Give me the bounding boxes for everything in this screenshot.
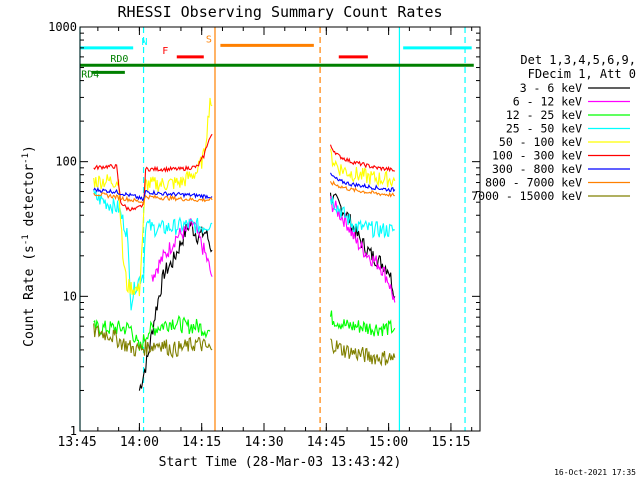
x-tick-label-3: 14:30 [244,435,283,450]
x-tick-label-6: 15:15 [431,435,470,450]
series-lines [93,97,396,391]
plot-frame [79,26,481,432]
flag-label-n: N [141,37,147,48]
series-line-6 [93,172,396,202]
legend-label-1: 6 - 12 keV [513,95,582,109]
legend-label-8: 7000 - 15000 keV [471,189,582,203]
series-line-2 [93,310,396,351]
series-line-8 [93,323,396,367]
legend-title-line1: Det 1,3,4,5,6,9, [520,53,636,67]
x-tick-label-2: 14:15 [182,435,221,450]
flag-label-f: F [162,46,168,57]
y-axis-label-end: ) [22,145,37,153]
flag-label-rd4: RD4 [81,69,99,80]
axes: 1 10 100 1000 13:45 14:00 14:15 14:30 14:45 15:00… [48,20,481,450]
y-axis-label-mid: detector [22,164,37,235]
x-tick-label-4: 14:45 [307,435,346,450]
legend-label-2: 12 - 25 keV [506,108,582,122]
legend-label-0: 3 - 6 keV [520,81,582,95]
flag-bars: N F S RD0 RD4 [80,34,474,80]
y-tick-label-2: 100 [55,155,77,169]
legend-label-7: 800 - 7000 keV [485,176,582,190]
series-line-7 [93,180,395,206]
series-line-3 [93,189,396,311]
legend-title-line2: FDecim 1, Att 0 [528,67,636,81]
x-tick-label-5: 15:00 [369,435,408,450]
y-axis-label: Count Rate (s-1 detector-1) [21,145,37,347]
x-axis-label: Start Time (28-Mar-03 13:43:42) [159,455,402,470]
y-axis-label-base: Count Rate (s [22,245,37,347]
legend-label-4: 50 - 100 keV [499,135,582,149]
y-tick-label-3: 1000 [48,20,77,34]
y-tick-label-1: 10 [63,289,77,303]
y-tick-label-0: 1 [70,424,77,438]
svg-text:Count Rate (s-1 detector-1): Count Rate (s-1 detector-1) [21,145,37,347]
vertical-markers [79,27,466,431]
series-line-1 [151,195,396,303]
chart-title: RHESSI Observing Summary Count Rates [117,3,442,21]
legend-label-3: 25 - 50 keV [506,122,582,136]
x-tick-label-0: 13:45 [58,435,97,450]
footer-date: 16-Oct-2021 17:35 [554,468,636,477]
flag-label-rd0: RD0 [110,54,128,65]
legend-label-5: 100 - 300 keV [492,149,582,163]
series-line-5 [93,133,396,212]
y-axis-label-sup2: -1 [21,153,31,164]
x-tick-label-1: 14:00 [120,435,159,450]
series-line-4 [93,97,396,297]
flag-label-s: S [206,34,212,45]
legend-label-6: 300 - 800 keV [492,162,582,176]
series-line-0 [138,192,396,391]
y-axis-label-sup1: -1 [21,234,31,245]
